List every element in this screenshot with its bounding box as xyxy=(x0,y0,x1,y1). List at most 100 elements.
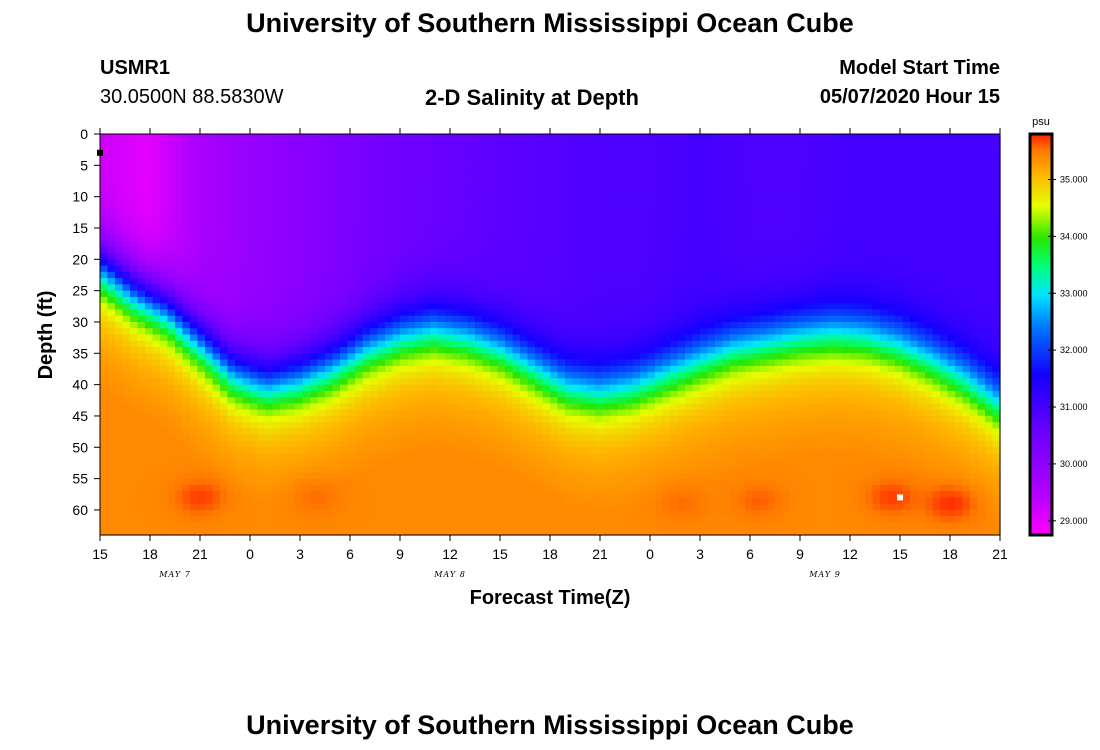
heatmap-cell xyxy=(595,315,604,323)
heatmap-cell xyxy=(130,265,139,273)
heatmap-cell xyxy=(565,434,574,442)
heatmap-cell xyxy=(655,290,664,298)
heatmap-cell xyxy=(227,253,236,260)
heatmap-cell xyxy=(550,434,559,442)
heatmap-cell xyxy=(460,478,469,486)
heatmap-cell xyxy=(467,253,476,260)
heatmap-cell xyxy=(617,503,626,511)
heatmap-cell xyxy=(550,422,559,430)
heatmap-cell xyxy=(467,184,476,191)
heatmap-cell xyxy=(272,372,281,379)
heatmap-cell xyxy=(317,259,326,267)
heatmap-cell xyxy=(377,491,386,499)
heatmap-cell xyxy=(340,303,349,311)
heatmap-cell xyxy=(220,372,229,379)
heatmap-cell xyxy=(197,221,206,229)
heatmap-cell xyxy=(437,265,446,273)
heatmap-cell xyxy=(460,353,469,361)
heatmap-cell xyxy=(175,434,184,442)
heatmap-cell xyxy=(640,372,649,379)
heatmap-cell xyxy=(175,246,184,254)
heatmap-cell xyxy=(332,522,341,530)
heatmap-cell xyxy=(527,397,536,405)
heatmap-cell xyxy=(130,328,139,336)
heatmap-cell xyxy=(640,221,649,229)
heatmap-cell xyxy=(512,472,521,480)
heatmap-cell xyxy=(190,353,199,361)
heatmap-cell xyxy=(617,196,626,204)
heatmap-cell xyxy=(572,140,581,148)
heatmap-cell xyxy=(505,209,514,217)
heatmap-cell xyxy=(430,215,439,223)
heatmap-cell xyxy=(347,234,356,242)
heatmap-cell xyxy=(235,146,244,154)
heatmap-cell xyxy=(302,234,311,242)
heatmap-cell xyxy=(152,171,161,179)
heatmap-cell xyxy=(460,152,469,160)
heatmap-cell xyxy=(497,215,506,223)
heatmap-cell xyxy=(520,434,529,442)
heatmap-cell xyxy=(190,359,199,367)
heatmap-cell xyxy=(115,484,124,492)
heatmap-cell xyxy=(197,290,206,298)
heatmap-cell xyxy=(475,359,484,367)
heatmap-cell xyxy=(265,140,274,148)
heatmap-cell xyxy=(100,522,109,530)
heatmap-cell xyxy=(535,434,544,442)
heatmap-cell xyxy=(257,328,266,336)
heatmap-cell xyxy=(415,353,424,361)
heatmap-cell xyxy=(130,303,139,311)
heatmap-cell xyxy=(257,215,266,223)
heatmap-cell xyxy=(145,459,154,467)
heatmap-cell xyxy=(580,177,589,185)
heatmap-cell xyxy=(100,234,109,242)
heatmap-cell xyxy=(145,397,154,405)
heatmap-cell xyxy=(400,171,409,179)
heatmap-cell xyxy=(197,528,206,536)
heatmap-cell xyxy=(250,315,259,323)
heatmap-cell xyxy=(587,265,596,273)
heatmap-cell xyxy=(415,390,424,398)
heatmap-cell xyxy=(655,253,664,260)
heatmap-cell xyxy=(272,403,281,411)
heatmap-cell xyxy=(595,171,604,179)
heatmap-cell xyxy=(317,290,326,298)
heatmap-cell xyxy=(662,202,671,210)
heatmap-cell xyxy=(212,528,221,536)
heatmap-cell xyxy=(257,472,266,480)
heatmap-cell xyxy=(137,365,146,373)
heatmap-cell xyxy=(527,359,536,367)
heatmap-cell xyxy=(400,184,409,191)
heatmap-cell xyxy=(385,328,394,336)
heatmap-cell xyxy=(452,347,461,354)
heatmap-cell xyxy=(497,328,506,336)
heatmap-cell xyxy=(407,447,416,455)
heatmap-cell xyxy=(572,478,581,486)
heatmap-cell xyxy=(355,328,364,336)
heatmap-cell xyxy=(662,240,671,248)
heatmap-cell xyxy=(100,353,109,361)
heatmap-cell xyxy=(272,321,281,329)
heatmap-cell xyxy=(107,202,116,210)
heatmap-cell xyxy=(242,390,251,398)
heatmap-cell xyxy=(400,472,409,480)
heatmap-cell xyxy=(377,453,386,461)
heatmap-cell xyxy=(242,365,251,373)
heatmap-cell xyxy=(580,234,589,242)
heatmap-cell xyxy=(362,422,371,430)
heatmap-cell xyxy=(250,340,259,348)
heatmap-cell xyxy=(287,140,296,148)
heatmap-cell xyxy=(407,466,416,473)
heatmap-cell xyxy=(632,278,641,285)
heatmap-cell xyxy=(385,516,394,524)
heatmap-cell xyxy=(640,428,649,436)
heatmap-cell xyxy=(265,466,274,473)
heatmap-cell xyxy=(632,140,641,148)
heatmap-cell xyxy=(227,259,236,267)
heatmap-cell xyxy=(587,253,596,260)
heatmap-cell xyxy=(452,290,461,298)
heatmap-cell xyxy=(497,315,506,323)
heatmap-cell xyxy=(542,140,551,148)
heatmap-cell xyxy=(580,315,589,323)
heatmap-cell xyxy=(257,372,266,379)
